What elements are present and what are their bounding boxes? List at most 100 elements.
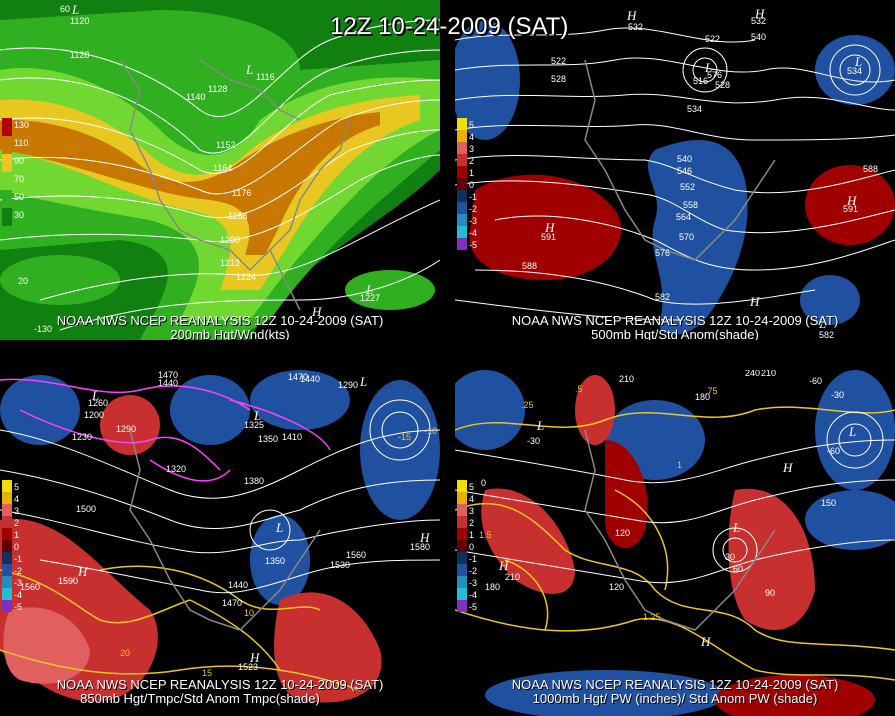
- legend-swatch: [457, 190, 467, 202]
- contour-label: 210: [505, 572, 520, 582]
- contour-label: 522: [705, 34, 720, 44]
- high-marker: H: [77, 564, 88, 579]
- legend-swatch: [457, 492, 467, 504]
- pw-label: .25: [521, 400, 534, 410]
- legend-label: 4: [469, 132, 475, 142]
- caption-1000mb-line1: NOAA NWS NCEP REANALYSIS 12Z 10-24-2009 …: [511, 677, 839, 692]
- legend-swatch: [2, 154, 12, 172]
- contour-label: 1164: [213, 163, 232, 173]
- contour-label: -60: [827, 446, 840, 456]
- legend-swatch: [457, 154, 467, 166]
- low-marker: L: [854, 54, 862, 69]
- caption-500mb-line2: 500mb Hgt/Std Anom(shade): [591, 327, 759, 341]
- contour-label: 534: [687, 104, 702, 114]
- legend-label: -5: [469, 602, 478, 612]
- panel-200mb: 1120 1128 1140 1128 1116 1152 1164 1176 …: [0, 0, 440, 340]
- contour-label: 1116: [256, 72, 275, 82]
- low-marker: L: [275, 520, 283, 535]
- legend-swatch: [2, 528, 12, 540]
- temp-label: 15: [202, 668, 212, 678]
- low-marker: L: [704, 60, 712, 75]
- contour-label: 1120: [70, 16, 89, 26]
- legend-swatch: [457, 202, 467, 214]
- contour-label: 210: [619, 374, 634, 384]
- legend-label: -3: [14, 578, 23, 588]
- contour-label: 1212: [220, 258, 240, 268]
- contour-label: 120: [615, 528, 630, 538]
- legend-label: -4: [469, 228, 478, 238]
- contour-label: 1128: [70, 50, 89, 60]
- legend-swatch: [457, 504, 467, 516]
- contour-label: 534: [847, 66, 862, 76]
- legend-swatch: [457, 516, 467, 528]
- high-marker: H: [311, 304, 322, 319]
- low-marker: L: [536, 418, 544, 433]
- legend-label: -2: [469, 204, 478, 214]
- contour-label: 582: [655, 292, 670, 302]
- contour-label: 60: [733, 564, 743, 574]
- legend-swatch: [457, 238, 467, 250]
- high-marker: H: [498, 558, 509, 573]
- legend-swatch: [457, 564, 467, 576]
- high-marker: H: [419, 530, 430, 545]
- legend-swatch: [457, 540, 467, 552]
- caption-1000mb-line2: 1000mb Hgt/ PW (inches)/ Std Anom PW (sh…: [532, 691, 818, 706]
- legend-label: 130: [14, 120, 30, 130]
- legend-label: 4: [14, 494, 20, 504]
- contour-label: 210: [761, 370, 776, 378]
- legend-swatch: [457, 142, 467, 154]
- contour-label: 516: [693, 76, 708, 86]
- high-marker: H: [626, 8, 637, 23]
- caption-200mb-line2: 200mb Hgt/Wnd(kts): [170, 327, 290, 341]
- high-marker: H: [782, 460, 793, 475]
- contour-label: 588: [522, 261, 537, 271]
- contour-label: 1320: [166, 464, 186, 474]
- contour-label: 564: [676, 212, 691, 222]
- contour-label: 540: [751, 32, 766, 42]
- contour-label: -30: [527, 436, 540, 446]
- high-marker: H: [249, 650, 260, 665]
- contour-label: 532: [751, 16, 766, 26]
- legend-label: 2: [469, 518, 475, 528]
- contour-label: 90: [765, 588, 775, 598]
- legend-label: 5: [14, 482, 20, 492]
- contour-label: 30: [725, 552, 735, 562]
- lat-label: 60: [60, 4, 70, 14]
- legend-label: -1: [469, 554, 478, 564]
- map-850mb: [0, 370, 440, 716]
- legend-label: 70: [14, 174, 25, 184]
- legend-swatch: [2, 504, 12, 516]
- legend-label: 2: [14, 518, 20, 528]
- contour-label: 570: [679, 232, 694, 242]
- legend-label: 30: [14, 210, 25, 220]
- legend-label: 90: [14, 156, 25, 166]
- low-marker: L: [818, 316, 826, 331]
- contour-label: 1290: [116, 424, 136, 434]
- legend-label: 0: [469, 180, 475, 190]
- legend-label: -3: [469, 578, 478, 588]
- panel-1000mb: 210 180 240 210 -60 -30 .25 .5 .75 1 1.5…: [455, 370, 895, 716]
- contour-label: 1152: [216, 140, 235, 150]
- map-200mb-labels: 1120 1128 1140 1128 1116 1152 1164 1176 …: [18, 2, 380, 334]
- low-marker: L: [91, 388, 99, 403]
- contour-label: 0: [481, 478, 486, 488]
- legend-label: 3: [469, 506, 475, 516]
- contour-label: -30: [831, 390, 844, 400]
- contour-label: 1560: [346, 550, 366, 560]
- contour-label: 591: [541, 232, 556, 242]
- temp-label: -10: [424, 426, 437, 436]
- lat-label: 20: [18, 276, 28, 286]
- low-marker: L: [71, 2, 79, 17]
- contour-label: 576: [707, 70, 722, 80]
- main-title: 12Z 10-24-2009 (SAT): [330, 13, 569, 40]
- legend-label: -1: [469, 192, 478, 202]
- contour-label: 1224: [236, 272, 256, 282]
- contour-label: 1523: [238, 662, 258, 672]
- contour-label: 1227: [360, 293, 380, 303]
- low-marker: L: [732, 520, 740, 535]
- high-marker: H: [544, 220, 555, 235]
- contour-label: 1470: [288, 372, 308, 382]
- legend-swatch: [2, 480, 12, 492]
- legend-label: 1: [469, 168, 475, 178]
- legend-500mb: 5 4 3 2 1 0 -1 -2 -3 -4 -5: [457, 118, 497, 258]
